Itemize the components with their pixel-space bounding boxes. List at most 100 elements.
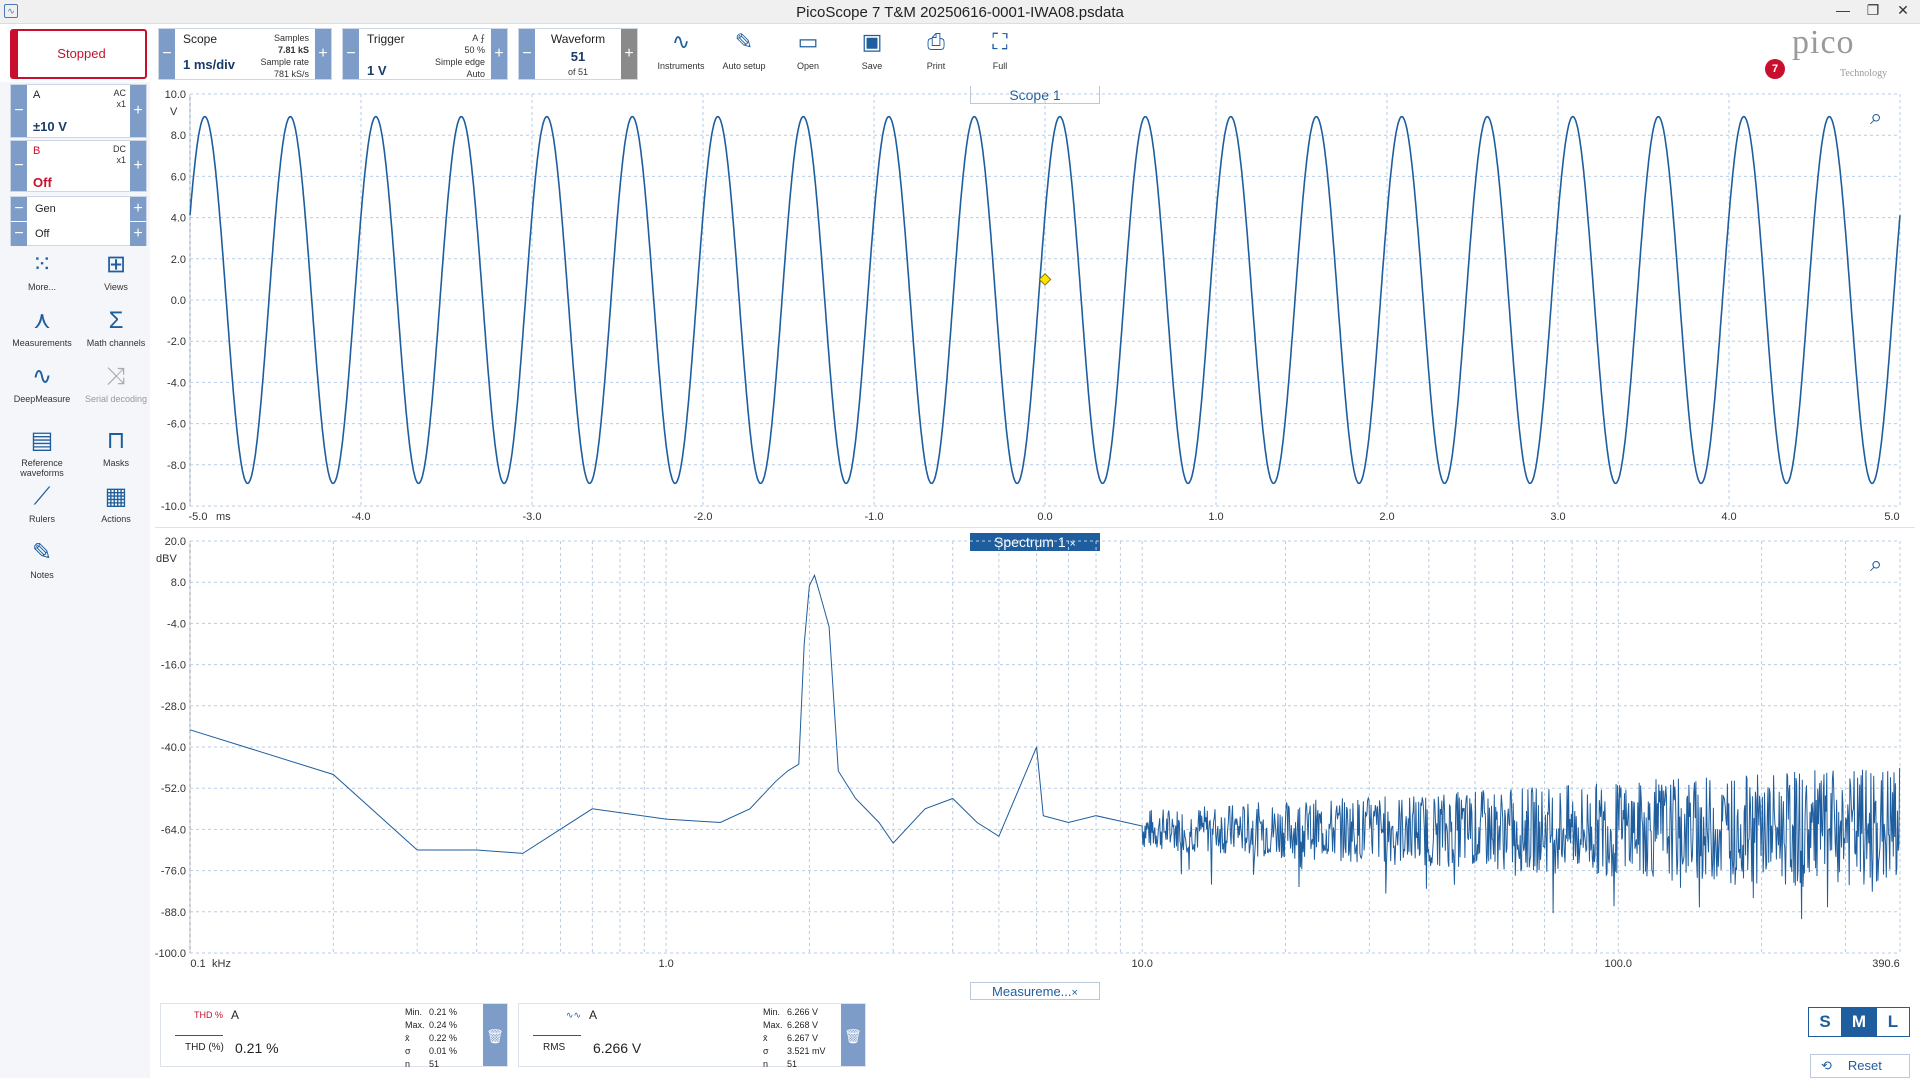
tab-scope-1[interactable]: Scope 1 [970, 86, 1100, 104]
channel-a-name: A [33, 89, 41, 101]
tool-serial-decoding[interactable]: ⤨ Serial decoding [80, 364, 152, 405]
toolbar-open-button[interactable]: ▭ Open [780, 28, 836, 71]
close-button[interactable]: ✕ [1897, 2, 1909, 18]
channel-a-decrease-button[interactable]: − [11, 85, 27, 137]
waveform-next-button[interactable]: + [621, 29, 637, 79]
channel-b-name: B [33, 145, 41, 157]
measurement-card[interactable]: THD % A THD (%) 0.21 % Min. Max. x̄ σ n 0.21 % 0.2… [160, 1003, 508, 1069]
tool-math-channels[interactable]: Σ Math channels [80, 308, 152, 349]
zoom-icon[interactable]: ⌕ [1870, 551, 1882, 576]
trigger-type[interactable]: Simple edge [434, 57, 485, 67]
run-stop-button[interactable]: Stopped [10, 29, 147, 79]
thd-chart-icon: THD % [175, 1010, 223, 1036]
y-tick-label: -28.0 [161, 701, 186, 713]
channel-b-decrease-button[interactable]: − [11, 141, 27, 191]
stat-label: n [405, 1059, 411, 1069]
tool-measurements[interactable]: ⋏ Measurements [6, 308, 78, 349]
trigger-channel: A [472, 33, 478, 43]
timebase-increase-button[interactable]: + [315, 29, 331, 79]
measurements-tab-label: Measureme... [992, 984, 1072, 999]
size-large-button[interactable]: L [1876, 1007, 1910, 1037]
channel-a-increase-button[interactable]: + [130, 85, 146, 137]
trigger-increase-button[interactable]: + [491, 29, 507, 79]
timebase-decrease-button[interactable]: − [159, 29, 175, 79]
y-tick-label: -64.0 [161, 824, 186, 836]
samples-value[interactable]: 7.81 kS [277, 45, 309, 55]
zoom-icon[interactable]: ⌕ [1870, 104, 1882, 129]
tool-rulers[interactable]: ⟋ Rulers [6, 483, 78, 525]
toolbar-label: Print [926, 61, 946, 71]
tool-deepmeasure[interactable]: ∿ DeepMeasure [6, 364, 78, 405]
samples-label: Samples [273, 33, 309, 43]
tool-reference-waveforms[interactable]: ▤ Reference waveforms [6, 428, 78, 479]
y-tick-label: 10.0 [165, 89, 186, 101]
channel-a-range[interactable]: ±10 V [33, 119, 67, 134]
toolbar-instruments-button[interactable]: ∿ Instruments [653, 28, 709, 71]
gen-increase-button[interactable]: + [130, 197, 146, 221]
close-tab-icon[interactable]: × [1069, 538, 1076, 550]
toolbar-auto-setup-button[interactable]: ✎ Auto setup [716, 28, 772, 71]
stat-label: Min. [405, 1007, 423, 1017]
close-tab-icon[interactable]: × [1071, 987, 1078, 999]
gen-off-decrease-button[interactable]: − [11, 222, 27, 246]
tool-label: Views [104, 282, 128, 292]
gen-off-increase-button[interactable]: + [130, 222, 146, 246]
folder-icon: ▭ [797, 29, 819, 54]
x-tick-label: -1.0 [865, 511, 884, 523]
tool-more[interactable]: ⁙ More... [6, 252, 78, 293]
trigger-decrease-button[interactable]: − [343, 29, 359, 79]
y-tick-label: 8.0 [171, 130, 186, 142]
y-tick-label: -4.0 [167, 377, 186, 389]
minimize-button[interactable]: — [1836, 2, 1850, 18]
trigger-level[interactable]: 1 V [367, 63, 387, 78]
tool-notes[interactable]: ✎ Notes [6, 540, 78, 581]
size-medium-button[interactable]: M [1842, 1007, 1876, 1037]
spectrum-trace [189, 573, 1901, 920]
timebase-value[interactable]: 1 ms/div [183, 57, 236, 72]
waveform-number[interactable]: 51 [570, 49, 586, 64]
measurement-channel: A [231, 1008, 240, 1022]
trigger-mode[interactable]: Auto [466, 69, 485, 79]
toolbar-label: Open [796, 61, 820, 71]
toolbar-label: Instruments [657, 61, 705, 71]
spectrum-chart[interactable]: 20.0 8.0 -4.0 -16.0 -28.0 -40.0 -52.0 -64.0 -76.… [155, 535, 1920, 975]
app-icon: ∿ [4, 4, 18, 18]
measurement-card[interactable]: ∿∿ A RMS 6.266 V Min. Max. x̄ σ n 6.266 V 6.268 V 6… [518, 1003, 866, 1069]
stat-label: x̄ [405, 1033, 410, 1043]
toolbar-full-button[interactable]: ⛶ Full [972, 28, 1028, 71]
tool-actions[interactable]: ▦ Actions [80, 484, 152, 525]
trash-icon: 🗑 [486, 1028, 504, 1044]
channel-b-coupling[interactable]: DC [113, 144, 126, 154]
stat-mean: 6.267 V [787, 1033, 819, 1043]
waveform-prev-button[interactable]: − [519, 29, 535, 79]
channel-a-coupling[interactable]: AC [113, 88, 126, 98]
maximize-button[interactable]: ❐ [1866, 2, 1880, 18]
y-axis-unit: dBV [156, 553, 177, 565]
tab-measurements[interactable]: Measureme...× [970, 982, 1100, 1000]
x-tick-label: -3.0 [523, 511, 542, 523]
size-small-button[interactable]: S [1808, 1007, 1842, 1037]
channel-b-range[interactable]: Off [33, 175, 52, 190]
ruler-icon: ⟋ [33, 483, 51, 510]
pico-logo-subtitle: Technology [1840, 68, 1888, 79]
wand-icon: ✎ [734, 29, 754, 54]
channel-b-increase-button[interactable]: + [130, 141, 146, 191]
tool-label: Rulers [28, 514, 55, 524]
toolbar-print-button[interactable]: ⎙ Print [908, 28, 964, 71]
tool-masks[interactable]: ⊓ Masks [80, 428, 152, 469]
tool-views[interactable]: ⊞ Views [80, 252, 152, 293]
delete-measurement-button[interactable]: 🗑 [841, 1004, 865, 1066]
tab-spectrum-1[interactable]: Spectrum 1 × [970, 533, 1100, 551]
toolbar-save-button[interactable]: ▣ Save [844, 28, 900, 71]
reset-button[interactable]: ⟲ Reset [1810, 1054, 1910, 1078]
x-tick-label: -4.0 [352, 511, 371, 523]
delete-measurement-button[interactable]: 🗑 [483, 1004, 507, 1066]
stat-label: Min. [763, 1007, 781, 1017]
scope-chart[interactable]: 10.0 8.0 6.0 4.0 2.0 0.0 -2.0 -4.0 -6.0 -8.0 -10.0… [155, 88, 1920, 528]
save-icon: ▣ [861, 29, 883, 54]
waveform-control: − + Waveform 51 of 51 [518, 28, 638, 80]
gen-state[interactable]: Off [35, 228, 50, 240]
notification-badge[interactable]: 7 [1765, 59, 1785, 79]
stat-label: σ [763, 1046, 769, 1056]
gen-decrease-button[interactable]: − [11, 197, 27, 221]
